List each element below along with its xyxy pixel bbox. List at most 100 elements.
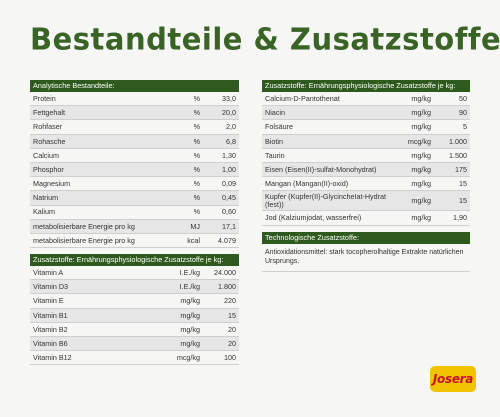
analytic-name: Magnesium	[33, 179, 71, 189]
analytic-value: 0,45	[222, 193, 236, 203]
mineral-value: 90	[459, 108, 467, 118]
vitamin-unit: mg/kg	[180, 338, 200, 348]
analytic-row: metabolisierbare Energie pro kg MJ 17,1	[30, 219, 239, 234]
analytic-row: Rohfaser% 2,0	[30, 120, 239, 135]
mineral-row: Folsäure mg/kg 5	[262, 120, 470, 135]
analytic-row: Calcium% 1,30	[30, 149, 239, 163]
analytic-value: 6,8	[226, 136, 236, 146]
analytic-table: Analytische Bestandteile: Protein% 33,0 Fe…	[30, 80, 239, 249]
analytic-unit: %	[193, 93, 200, 103]
vitamin-row: Vitamin E mg/kg 220	[30, 294, 239, 309]
vitamin-name: Vitamin B2	[33, 324, 68, 334]
mineral-value: 15	[459, 179, 467, 189]
mineral-row: Eisen (Eisen(II)-sulfat-Monohydrat) mg/kg…	[262, 162, 470, 178]
vitamin-unit: mg/kg	[180, 296, 200, 306]
mineral-unit: mg/kg	[411, 122, 431, 132]
vitamin-value: 24.000	[214, 267, 236, 277]
analytic-name: metabolisierbare Energie pro kg	[33, 221, 135, 231]
analytic-unit: %	[193, 150, 200, 160]
technological-text: Antioxidationsmittel: stark tocopherolha…	[262, 244, 470, 272]
vitamin-name: Vitamin A	[33, 267, 64, 277]
minerals-table: Zusatzstoffe: Ernährungsphysiologische Z…	[262, 80, 470, 226]
vitamin-name: Vitamin B12	[33, 353, 72, 363]
mineral-row: Niacin mg/kg 90	[262, 106, 470, 121]
analytic-name: Phosphor	[33, 164, 64, 174]
mineral-name: Biotin	[265, 136, 283, 146]
mineral-row: Kupfer (Kupfer(II)-GlycincheIat-Hydrat (…	[262, 191, 470, 212]
mineral-value: 1,90	[453, 213, 467, 223]
mineral-row: Calcium-D-Pantothenat mg/kg 50	[262, 92, 470, 107]
mineral-name: Calcium-D-Pantothenat	[265, 93, 340, 103]
analytic-value: 2,0	[226, 122, 236, 132]
vitamin-name: Vitamin B1	[33, 310, 68, 320]
mineral-value: 1.000	[449, 136, 467, 146]
analytic-row: Magnesium% 0,09	[30, 177, 239, 192]
mineral-unit: mg/kg	[411, 196, 431, 206]
josera-logo-text: Josera	[432, 372, 474, 386]
mineral-row: Biotin mcg/kg 1.000	[262, 134, 470, 149]
analytic-name: Kalium	[33, 207, 55, 217]
analytic-row: Natrium% 0,45	[30, 191, 239, 206]
mineral-name: Niacin	[265, 108, 285, 118]
vitamin-unit: I.E./kg	[179, 267, 200, 277]
mineral-unit: mg/kg	[411, 93, 431, 103]
vitamin-value: 100	[224, 353, 236, 363]
vitamin-unit: mg/kg	[180, 310, 200, 320]
vitamin-value: 20	[228, 338, 236, 348]
minerals-table-header: Zusatzstoffe: Ernährungsphysiologische Z…	[262, 80, 470, 92]
mineral-unit: mcg/kg	[407, 136, 431, 146]
vitamin-row: Vitamin B1 mg/kg 15	[30, 308, 239, 323]
analytic-name: Rohfaser	[33, 122, 63, 132]
mineral-unit: mg/kg	[411, 108, 431, 118]
analytic-name: Fettgehalt	[33, 108, 65, 118]
josera-logo: Josera	[430, 366, 476, 392]
mineral-name: Mangan (Mangan(II)-oxid)	[265, 179, 349, 189]
vitamin-name: Vitamin B6	[33, 338, 68, 348]
vitamin-unit: mcg/kg	[176, 353, 200, 363]
analytic-row: Rohasche% 6,8	[30, 134, 239, 149]
analytic-name: Protein	[33, 93, 56, 103]
technological-header: Technologische Zusatzstoffe:	[262, 232, 470, 244]
mineral-value: 1.500	[449, 150, 467, 160]
mineral-unit: mg/kg	[411, 150, 431, 160]
analytic-name: Natrium	[33, 193, 59, 203]
vitamin-value: 220	[224, 296, 236, 306]
analytic-unit: MJ	[190, 221, 200, 231]
analytic-value: 20,0	[222, 108, 236, 118]
vitamin-row: Vitamin A I.E./kg 24.000	[30, 266, 239, 281]
mineral-value: 15	[459, 196, 467, 206]
analytic-unit: %	[193, 207, 200, 217]
vitamin-row: Vitamin B2 mg/kg 20	[30, 323, 239, 337]
analytic-value: 0,60	[222, 207, 236, 217]
analytic-row: Kalium% 0,60	[30, 206, 239, 220]
vitamin-row: Vitamin D3 I.E./kg 1.800	[30, 280, 239, 295]
page-title: Bestandteile & Zusatzstoffe	[30, 21, 500, 57]
mineral-unit: mg/kg	[411, 179, 431, 189]
mineral-value: 5	[463, 122, 467, 132]
mineral-name: Eisen (Eisen(II)-sulfat-Monohydrat)	[265, 164, 377, 174]
technological-additives-box: Technologische Zusatzstoffe: Antioxidati…	[262, 232, 470, 272]
analytic-value: 17,1	[222, 221, 236, 231]
mineral-row: Taurin mg/kg 1.500	[262, 149, 470, 163]
analytic-value: 1,30	[222, 150, 236, 160]
vitamin-unit: I.E./kg	[179, 282, 200, 292]
analytic-value: 33,0	[222, 93, 236, 103]
mineral-row: Jod (Kalziumjodat, wasserfrei) mg/kg 1,90	[262, 211, 470, 226]
mineral-name: Jod (Kalziumjodat, wasserfrei)	[265, 213, 362, 223]
analytic-unit: %	[193, 122, 200, 132]
mineral-row: Mangan (Mangan(II)-oxid) mg/kg 15	[262, 177, 470, 192]
vitamin-value: 1.800	[218, 282, 236, 292]
mineral-unit: mg/kg	[411, 164, 431, 174]
vitamins-table-header: Zusatzstoffe: Ernährungsphysiologische Z…	[30, 254, 239, 266]
analytic-unit: %	[193, 108, 200, 118]
analytic-value: 0,09	[222, 179, 236, 189]
analytic-row: metabolisierbare Energie pro kg kcal 4.079	[30, 234, 239, 249]
mineral-value: 50	[459, 93, 467, 103]
analytic-name: metabolisierbare Energie pro kg	[33, 235, 135, 245]
analytic-unit: %	[193, 136, 200, 146]
analytic-value: 1,00	[222, 164, 236, 174]
vitamin-value: 20	[228, 324, 236, 334]
vitamin-row: Vitamin B12 mcg/kg 100	[30, 351, 239, 366]
mineral-value: 175	[455, 164, 467, 174]
vitamin-unit: mg/kg	[180, 324, 200, 334]
